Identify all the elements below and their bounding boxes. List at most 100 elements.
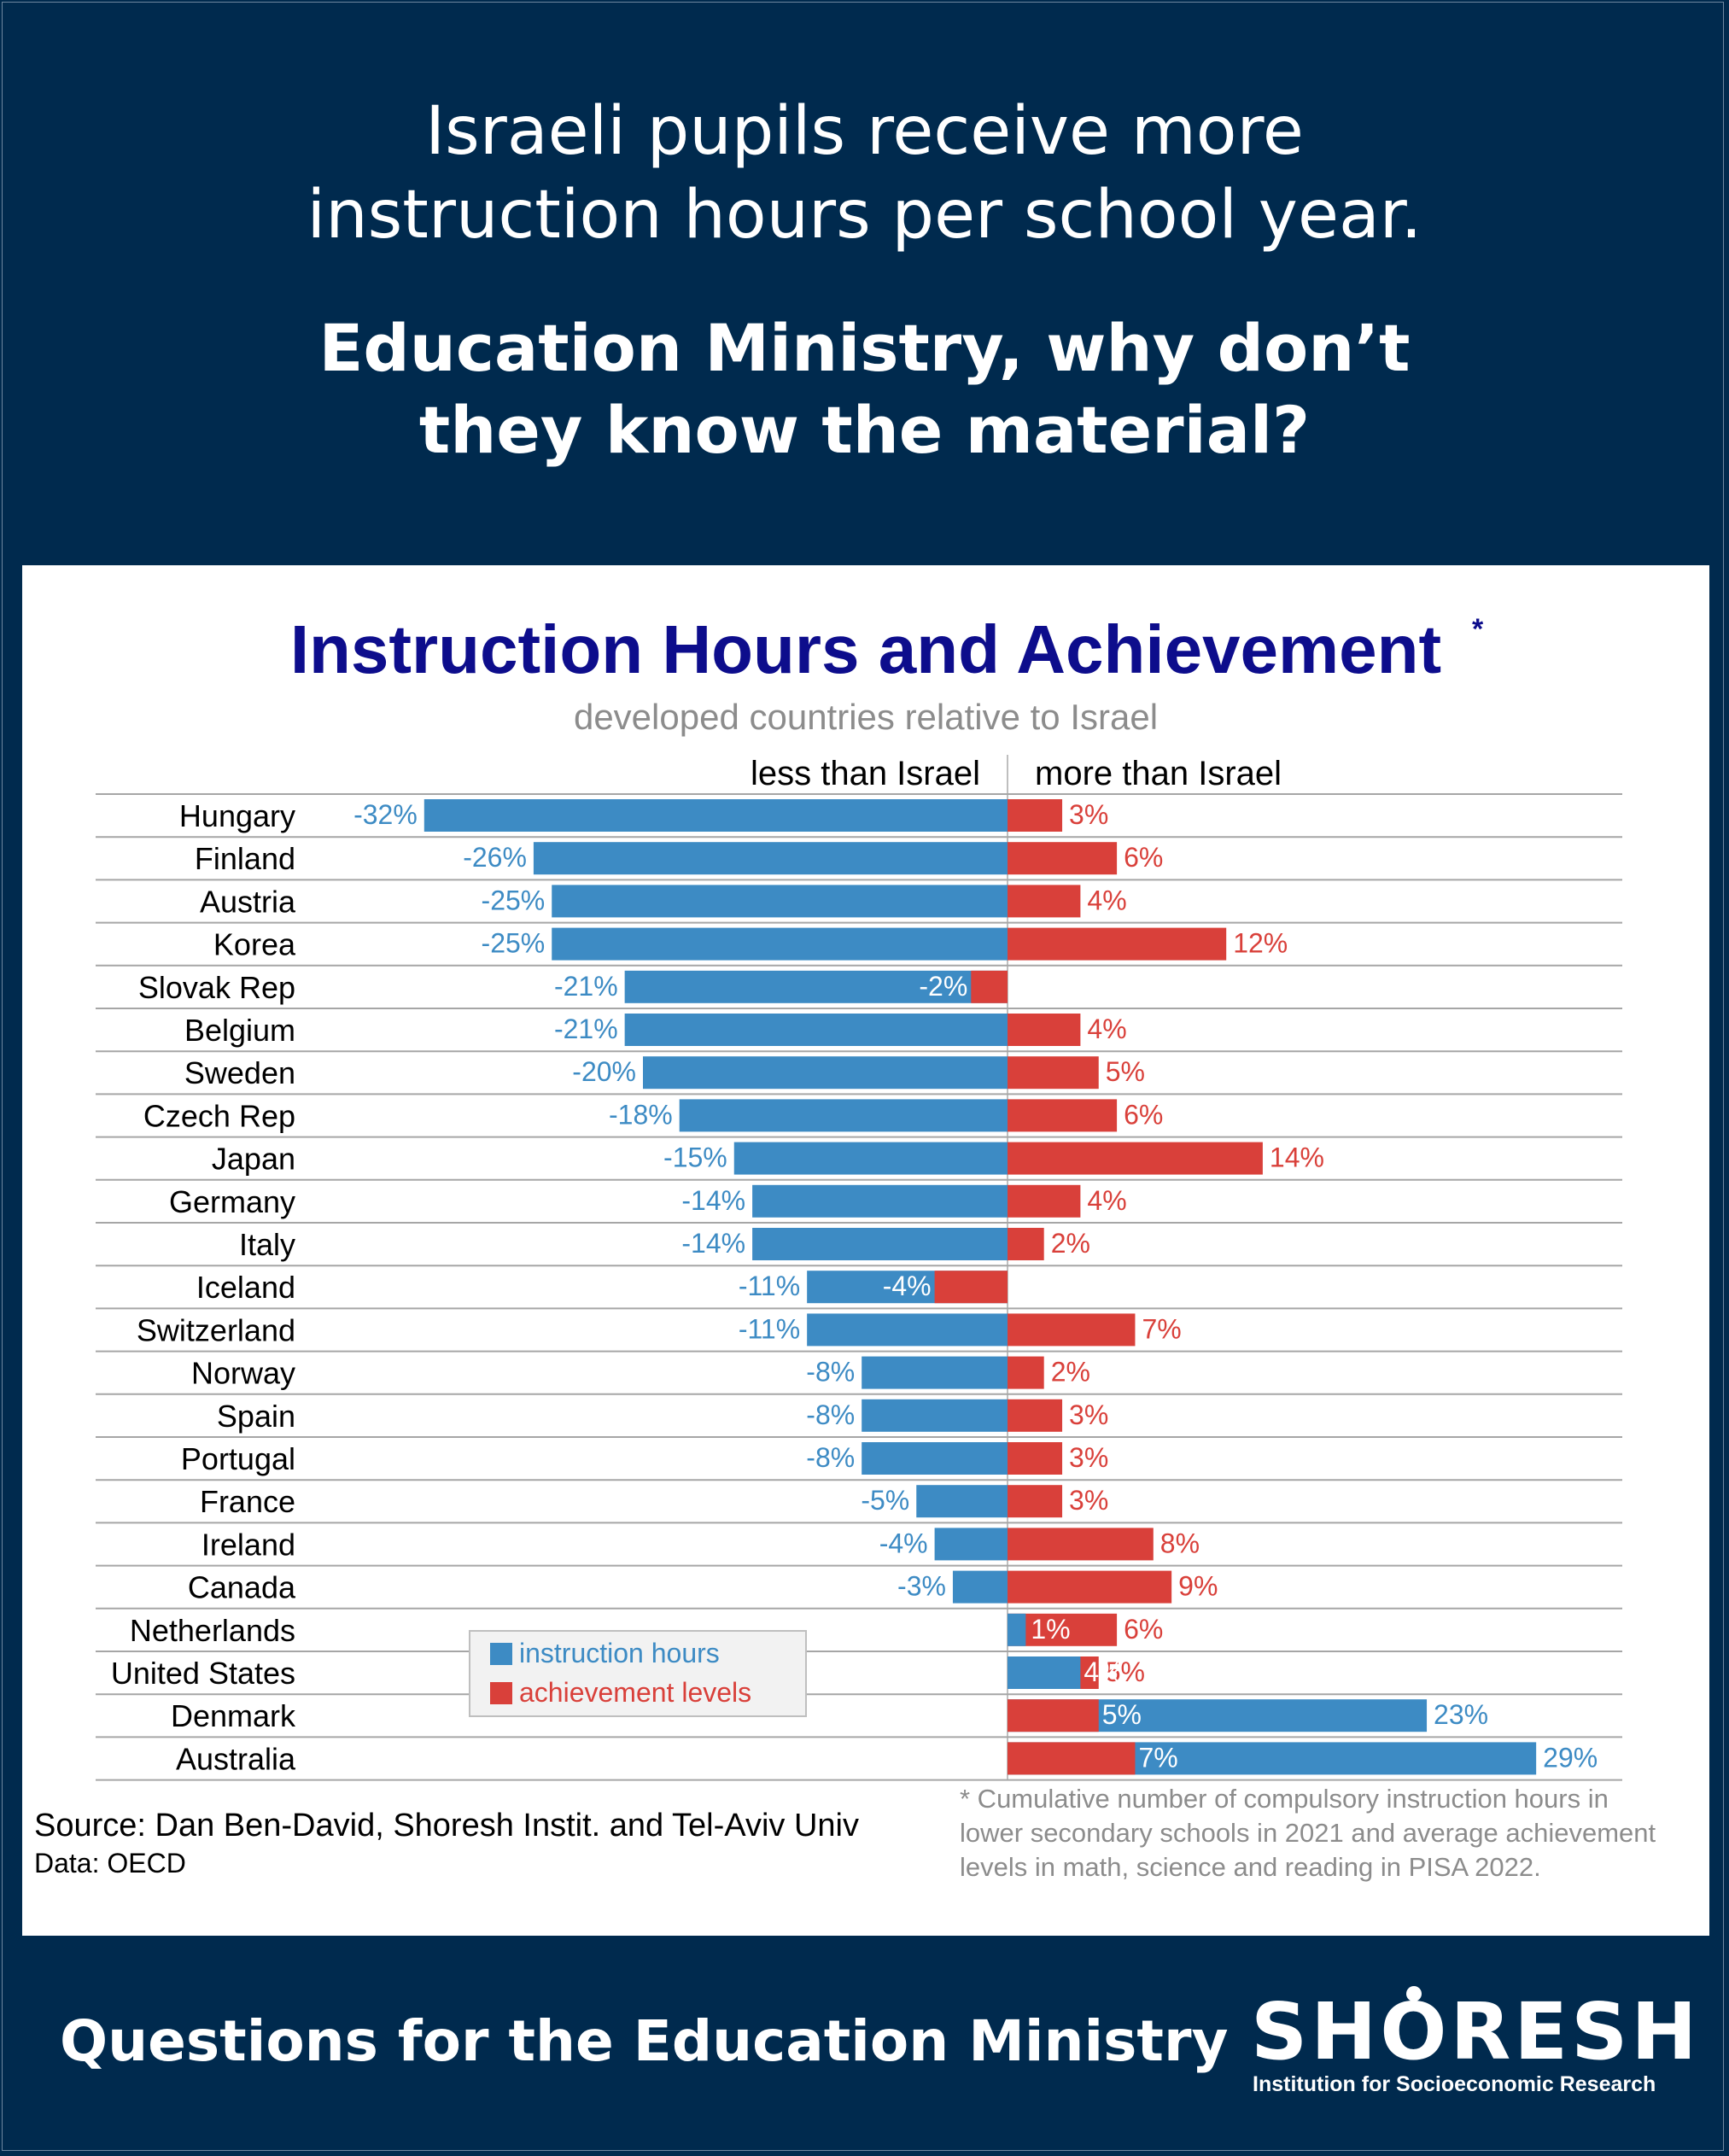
instruction-value-label: -14% [681, 1228, 745, 1259]
category-label: Iceland [196, 1270, 295, 1305]
instruction-bar [423, 799, 1008, 832]
achievement-bar [1008, 1228, 1044, 1260]
shoresh-logo: SHORESH Institution for Socioeconomic Re… [1251, 1986, 1697, 2100]
achievement-value-label: 12% [1233, 928, 1288, 959]
instruction-bar [624, 970, 1008, 1003]
category-label: Netherlands [130, 1613, 295, 1648]
instruction-value-label: -32% [353, 799, 418, 830]
instruction-value-label: -21% [554, 971, 618, 1002]
achievement-bar [1008, 1399, 1063, 1432]
achievement-bar [1008, 1699, 1099, 1732]
category-label: Italy [239, 1227, 295, 1262]
achievement-value-label: 5% [1106, 1056, 1145, 1087]
legend-label-instruction: instruction hours [519, 1638, 720, 1668]
instruction-bar [752, 1184, 1008, 1218]
legend-swatch-achievement [490, 1682, 512, 1704]
category-label: Portugal [181, 1441, 295, 1476]
achievement-bar [1008, 1056, 1099, 1090]
instruction-bar [952, 1570, 1008, 1604]
achievement-value-label: -2% [919, 971, 967, 1002]
instruction-bar [862, 1399, 1008, 1432]
achievement-value-label: 3% [1069, 1399, 1108, 1430]
achievement-bar [1008, 1742, 1136, 1775]
instruction-bar [533, 842, 1008, 875]
category-label: Germany [169, 1184, 295, 1219]
achievement-value-label: 5% [1106, 1656, 1145, 1687]
instruction-value-label: 4% [1084, 1656, 1123, 1687]
chart-title: Instruction Hours and Achievement [290, 611, 1441, 687]
category-label: United States [111, 1656, 295, 1691]
instruction-bar [752, 1228, 1008, 1260]
achievement-bar [1008, 1142, 1263, 1175]
instruction-value-label: -18% [609, 1099, 673, 1130]
instruction-value-label: 23% [1434, 1699, 1488, 1730]
achievement-value-label: 4% [1087, 1014, 1126, 1044]
right-header: more than Israel [1035, 755, 1282, 792]
footnote-line: * Cumulative number of compulsory instru… [960, 1784, 1609, 1814]
footer-title: Questions for the Education Ministry [60, 2008, 1229, 2074]
instruction-value-label: 29% [1543, 1742, 1598, 1773]
footnote-line: lower secondary schools in 2021 and aver… [960, 1818, 1656, 1848]
category-label: Austria [200, 884, 296, 919]
achievement-bar [1008, 799, 1063, 832]
instruction-bar [552, 927, 1008, 961]
achievement-value-label: 2% [1051, 1228, 1090, 1259]
achievement-value-label: 6% [1124, 1099, 1163, 1130]
category-label: Czech Rep [143, 1098, 295, 1133]
instruction-bar [862, 1442, 1008, 1475]
instruction-value-label: -25% [482, 928, 546, 959]
logo-subtitle: Institution for Socioeconomic Research [1253, 2072, 1656, 2096]
achievement-bar [1008, 1528, 1154, 1561]
instruction-value-label: -15% [663, 1142, 727, 1173]
achievement-value-label: 9% [1178, 1571, 1218, 1602]
achievement-bar [1008, 1485, 1063, 1518]
category-label: Ireland [202, 1527, 295, 1562]
achievement-value-label: 5% [1102, 1699, 1142, 1730]
achievement-bar [1008, 1313, 1136, 1347]
achievement-value-label: -4% [883, 1271, 932, 1301]
footnote: * Cumulative number of compulsory instru… [960, 1784, 1656, 1882]
chart-panel: Instruction Hours and Achievement * develo… [22, 565, 1709, 1936]
achievement-value-label: 8% [1160, 1528, 1200, 1558]
instruction-bar [643, 1056, 1008, 1090]
legend-box [469, 1630, 807, 1717]
achievement-value-label: 2% [1051, 1357, 1090, 1388]
headline: Israeli pupils receive more instruction … [0, 90, 1729, 257]
instruction-bar [552, 885, 1008, 918]
achievement-bar [1008, 842, 1118, 875]
instruction-value-label: -4% [879, 1528, 928, 1558]
achievement-bar [1008, 1099, 1118, 1132]
category-label: Finland [195, 841, 295, 876]
instruction-bar [807, 1313, 1008, 1347]
category-label: Spain [217, 1399, 295, 1434]
instruction-bar [862, 1356, 1008, 1389]
instruction-value-label: -3% [897, 1571, 946, 1602]
category-label: Japan [212, 1142, 295, 1177]
achievement-bar [934, 1271, 1008, 1304]
instruction-value-label: -5% [861, 1485, 909, 1516]
achievement-bar [1008, 927, 1227, 961]
category-label: Sweden [184, 1055, 295, 1090]
achievement-bar [971, 970, 1008, 1003]
category-label: France [200, 1484, 295, 1519]
achievement-value-label: 3% [1069, 799, 1108, 830]
instruction-bar [624, 1014, 1008, 1046]
category-label: Hungary [179, 798, 295, 833]
logo-wordmark: SHORESH [1251, 1986, 1701, 2077]
instruction-bar [1008, 1656, 1081, 1689]
instruction-value-label: -21% [554, 1014, 618, 1044]
question-headline: Education Ministry, why don’t they know … [0, 307, 1729, 471]
chart-title-asterisk: * [1472, 613, 1484, 646]
category-label: Switzerland [137, 1312, 295, 1347]
achievement-bar [1008, 1570, 1172, 1604]
achievement-value-label: 4% [1087, 885, 1126, 915]
category-label: Belgium [184, 1013, 295, 1048]
category-label: Slovak Rep [138, 970, 295, 1005]
achievement-value-label: 14% [1270, 1142, 1324, 1173]
achievement-value-label: 7% [1142, 1313, 1181, 1344]
instruction-bar [1008, 1613, 1026, 1646]
achievement-value-label: 7% [1138, 1742, 1177, 1773]
instruction-value-label: -25% [482, 885, 546, 915]
logo-dot-icon [1406, 1986, 1422, 2001]
achievement-bar [1008, 1014, 1081, 1046]
